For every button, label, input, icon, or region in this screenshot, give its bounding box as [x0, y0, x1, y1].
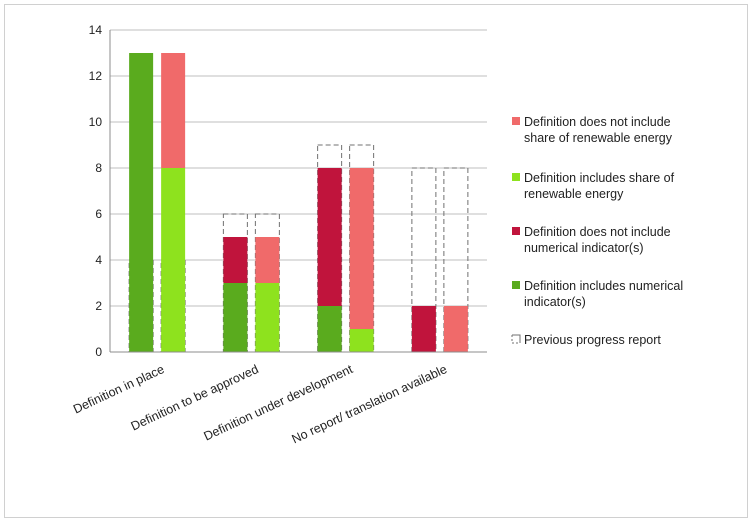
bar-definition-does-not-include-share-of-renewable-energy [444, 306, 468, 352]
legend-item-definition-includes-numerical-indicator-s: Definition includes numerical indicator(s… [512, 279, 683, 309]
legend: Definition does not include share of rene… [512, 115, 683, 347]
bars [129, 53, 468, 352]
bar-definition-does-not-include-share-of-renewable-energy [255, 237, 279, 283]
category-label: No report/ translation available [290, 362, 450, 446]
y-tick-label: 10 [89, 115, 103, 129]
legend-label: Definition includes share of [524, 171, 675, 185]
bar-definition-includes-share-of-renewable-energy [255, 283, 279, 352]
legend-swatch [512, 281, 520, 289]
bar-definition-does-not-include-numerical-indicator-s [318, 168, 342, 306]
legend-swatch [512, 173, 520, 181]
y-tick-label: 2 [95, 299, 102, 313]
bar-definition-includes-numerical-indicator-s [129, 53, 153, 352]
y-tick-labels: 0 2 4 6 8 10 12 14 [89, 23, 103, 359]
category-label: Definition in place [71, 362, 166, 416]
y-tick-label: 6 [95, 207, 102, 221]
legend-label: Definition does not include [524, 115, 671, 129]
legend-label: share of renewable energy [524, 131, 673, 145]
y-tick-label: 14 [89, 23, 103, 37]
bar-definition-does-not-include-share-of-renewable-energy [161, 53, 185, 168]
legend-item-definition-does-not-include-numerical-indicator-s: Definition does not include numerical ind… [512, 225, 671, 255]
bar-definition-includes-share-of-renewable-energy [350, 329, 374, 352]
y-tick-label: 0 [95, 345, 102, 359]
legend-swatch [512, 335, 520, 343]
legend-item-previous-progress-report: Previous progress report [512, 333, 661, 347]
legend-swatch [512, 227, 520, 235]
legend-item-definition-includes-share-of-renewable-energy: Definition includes share of renewable en… [512, 171, 675, 201]
legend-swatch-outline [512, 335, 520, 343]
bar-definition-does-not-include-numerical-indicator-s [412, 306, 436, 352]
bar-definition-does-not-include-share-of-renewable-energy [350, 168, 374, 329]
y-tick-label: 12 [89, 69, 103, 83]
legend-label: numerical indicator(s) [524, 241, 643, 255]
bar-definition-includes-share-of-renewable-energy [161, 168, 185, 352]
legend-label: Previous progress report [524, 333, 661, 347]
y-tick-label: 4 [95, 253, 102, 267]
bar-definition-includes-numerical-indicator-s [223, 283, 247, 352]
legend-label: indicator(s) [524, 295, 586, 309]
category-label: Definition under development [202, 362, 356, 444]
legend-swatch [512, 117, 520, 125]
y-tick-label: 8 [95, 161, 102, 175]
legend-item-definition-does-not-include-share-of-renewable-energy: Definition does not include share of rene… [512, 115, 673, 145]
bar-definition-includes-numerical-indicator-s [318, 306, 342, 352]
legend-label: Definition includes numerical [524, 279, 683, 293]
legend-label: Definition does not include [524, 225, 671, 239]
legend-label: renewable energy [524, 187, 624, 201]
bar-definition-does-not-include-numerical-indicator-s [223, 237, 247, 283]
